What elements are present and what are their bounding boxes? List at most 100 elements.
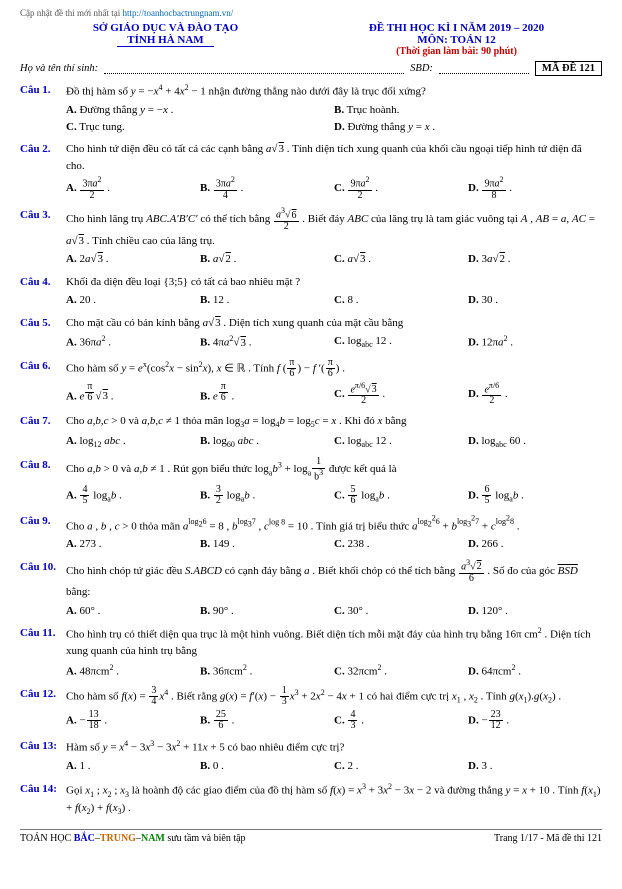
question: Câu 7.Cho a,b,c > 0 và a,b,c ≠ 1 thỏa mã… bbox=[20, 413, 602, 451]
question: Câu 5.Cho mặt cầu có bán kính bằng a√3 .… bbox=[20, 315, 602, 352]
page-footer: TOÁN HỌC BẮC–TRUNG–NAM sưu tầm và biên t… bbox=[20, 829, 602, 844]
question-body: Cho a , b , c > 0 thỏa mãn alog26 = 8 , … bbox=[66, 513, 602, 553]
title-line2: MÔN: TOÁN 12 bbox=[311, 34, 602, 46]
choice: D. 9πa28 . bbox=[468, 176, 602, 201]
choice: B. eπ6 . bbox=[200, 382, 334, 407]
choice: C. 9πa22 . bbox=[334, 176, 468, 201]
choice: A. 20 . bbox=[66, 292, 200, 309]
choice: B. 32 logab . bbox=[200, 485, 334, 507]
question-label: Câu 9. bbox=[20, 513, 66, 553]
question: Câu 10.Cho hình chóp tứ giác đều S.ABCD … bbox=[20, 559, 602, 619]
choices-row: A. −1318 .B. 256 .C. 43 .D. −2312 . bbox=[66, 710, 602, 732]
choice: A. 273 . bbox=[66, 536, 200, 553]
question-text: Cho a , b , c > 0 thỏa mãn alog26 = 8 , … bbox=[66, 513, 602, 535]
question-body: Gọi x1 ; x2 ; x3 là hoành độ các giao đi… bbox=[66, 781, 602, 821]
question-label: Câu 10. bbox=[20, 559, 66, 619]
choice: B. 3πa24 . bbox=[200, 176, 334, 201]
question-text: Cho hàm số y = ex(cos2x − sin2x), x ∈ ℝ … bbox=[66, 358, 602, 380]
choice: B. a√2 . bbox=[200, 251, 334, 268]
question: Câu 13:Hàm số y = x4 − 3x3 − 3x2 + 11x +… bbox=[20, 738, 602, 775]
question-body: Hàm số y = x4 − 3x3 − 3x2 + 11x + 5 có b… bbox=[66, 738, 602, 775]
choice: C. 8 . bbox=[334, 292, 468, 309]
title-line1: ĐỀ THI HỌC KÌ I NĂM 2019 – 2020 bbox=[311, 22, 602, 34]
top-update-link: Cập nhật đề thi mới nhất tại http://toan… bbox=[20, 8, 602, 18]
choice: D. 266 . bbox=[468, 536, 602, 553]
question-body: Cho a,b > 0 và a,b ≠ 1 . Rút gọn biểu th… bbox=[66, 457, 602, 506]
question-body: Cho hàm số y = ex(cos2x − sin2x), x ∈ ℝ … bbox=[66, 358, 602, 407]
question: Câu 11.Cho hình trụ có thiết diện qua tr… bbox=[20, 625, 602, 680]
question: Câu 12.Cho hàm số f(x) = 34x4 . Biết rằn… bbox=[20, 686, 602, 732]
sbd-label: SBD: bbox=[410, 63, 433, 74]
footer-right: Trang 1/17 - Mã đề thi 121 bbox=[494, 833, 602, 844]
question-body: Cho hình chóp tứ giác đều S.ABCD có cạnh… bbox=[66, 559, 602, 619]
choices-row: A. 60° .B. 90° .C. 30° .D. 120° . bbox=[66, 603, 602, 620]
question: Câu 8.Cho a,b > 0 và a,b ≠ 1 . Rút gọn b… bbox=[20, 457, 602, 506]
choice: A. 3πa22 . bbox=[66, 176, 200, 201]
choice: A. 1 . bbox=[66, 758, 200, 775]
question-body: Đồ thị hàm số y = −x4 + 4x2 − 1 nhận đườ… bbox=[66, 82, 602, 135]
question-body: Cho a,b,c > 0 và a,b,c ≠ 1 thỏa mãn log3… bbox=[66, 413, 602, 451]
choice: B. 36πcm2 . bbox=[200, 662, 334, 680]
exam-code-box: MÃ ĐỀ 121 bbox=[535, 61, 602, 76]
choices-row: A. 36πa2 .B. 4πa2√3 .C. logabc 12 .D. 12… bbox=[66, 333, 602, 351]
question-text: Cho a,b,c > 0 và a,b,c ≠ 1 thỏa mãn log3… bbox=[66, 413, 602, 431]
choices-row: A. eπ6√3 .B. eπ6 .C. eπ/6√32 .D. eπ/62 . bbox=[66, 382, 602, 407]
question: Câu 1.Đồ thị hàm số y = −x4 + 4x2 − 1 nh… bbox=[20, 82, 602, 135]
question-label: Câu 14: bbox=[20, 781, 66, 821]
question-label: Câu 13: bbox=[20, 738, 66, 775]
choice: A. −1318 . bbox=[66, 710, 200, 732]
choice: D. 120° . bbox=[468, 603, 602, 620]
candidate-info-row: Họ và tên thí sinh: SBD: MÃ ĐỀ 121 bbox=[20, 61, 602, 76]
org-line1: SỞ GIÁO DỤC VÀ ĐÀO TẠO bbox=[20, 22, 311, 34]
footer-left: TOÁN HỌC BẮC–TRUNG–NAM sưu tầm và biên t… bbox=[20, 833, 246, 844]
choices-row: A. 1 .B. 0 .C. 2 .D. 3 . bbox=[66, 758, 602, 775]
choices-row: A. 2a√3 .B. a√2 .C. a√3 .D. 3a√2 . bbox=[66, 251, 602, 268]
choice: B. 0 . bbox=[200, 758, 334, 775]
question-text: Đồ thị hàm số y = −x4 + 4x2 − 1 nhận đườ… bbox=[66, 82, 602, 100]
question-label: Câu 1. bbox=[20, 82, 66, 135]
top-url[interactable]: http://toanhocbactrungnam.vn/ bbox=[123, 8, 234, 18]
choice: A. 2a√3 . bbox=[66, 251, 200, 268]
choice: B. 90° . bbox=[200, 603, 334, 620]
choice: B. log60 abc . bbox=[200, 433, 334, 451]
question-body: Cho hình trụ có thiết diện qua trục là m… bbox=[66, 625, 602, 680]
choice: C. 32πcm2 . bbox=[334, 662, 468, 680]
question: Câu 3.Cho hình lăng trụ ABC.A′B′C′ có th… bbox=[20, 207, 602, 267]
question-text: Cho hình chóp tứ giác đều S.ABCD có cạnh… bbox=[66, 559, 602, 601]
question-text: Hàm số y = x4 − 3x3 − 3x2 + 11x + 5 có b… bbox=[66, 738, 602, 756]
question-text: Cho mặt cầu có bán kính bằng a√3 . Diện … bbox=[66, 315, 602, 332]
header-row: SỞ GIÁO DỤC VÀ ĐÀO TẠO TỈNH HÀ NAM ĐỀ TH… bbox=[20, 22, 602, 57]
question-body: Cho hình tứ diện đều có tất cả các cạnh … bbox=[66, 141, 602, 201]
choice: C. 30° . bbox=[334, 603, 468, 620]
choice: C. a√3 . bbox=[334, 251, 468, 268]
choices-row: A. Đường thẳng y = −x .B. Trục hoành.C. … bbox=[66, 102, 602, 135]
choice: D. 3 . bbox=[468, 758, 602, 775]
question: Câu 2.Cho hình tứ diện đều có tất cả các… bbox=[20, 141, 602, 201]
question-text: Cho hàm số f(x) = 34x4 . Biết rằng g(x) … bbox=[66, 686, 602, 708]
choice: A. Đường thẳng y = −x . bbox=[66, 102, 334, 119]
choice: B. 12 . bbox=[200, 292, 334, 309]
choice: D. 30 . bbox=[468, 292, 602, 309]
choices-row: A. 273 .B. 149 .C. 238 .D. 266 . bbox=[66, 536, 602, 553]
choice: D. 12πa2 . bbox=[468, 333, 602, 351]
question-text: Gọi x1 ; x2 ; x3 là hoành độ các giao đi… bbox=[66, 781, 602, 819]
question: Câu 9.Cho a , b , c > 0 thỏa mãn alog26 … bbox=[20, 513, 602, 553]
choice: C. eπ/6√32 . bbox=[334, 382, 468, 407]
choice: C. 56 logab . bbox=[334, 485, 468, 507]
org-line2: TỈNH HÀ NAM bbox=[117, 34, 213, 47]
time-note: (Thời gian làm bài: 90 phút) bbox=[311, 46, 602, 57]
choice: A. 36πa2 . bbox=[66, 333, 200, 351]
question-text: Cho hình tứ diện đều có tất cả các cạnh … bbox=[66, 141, 602, 174]
question-body: Khối đa diện đều loại {3;5} có tất cả ba… bbox=[66, 274, 602, 309]
choice: C. 2 . bbox=[334, 758, 468, 775]
choice: A. eπ6√3 . bbox=[66, 382, 200, 407]
choice: D. Đường thẳng y = x . bbox=[334, 119, 602, 136]
question-text: Cho a,b > 0 và a,b ≠ 1 . Rút gọn biểu th… bbox=[66, 457, 602, 482]
choice: A. log12 abc . bbox=[66, 433, 200, 451]
choice: B. 4πa2√3 . bbox=[200, 333, 334, 351]
name-dots bbox=[104, 64, 404, 74]
sbd-dots bbox=[439, 64, 529, 74]
choices-row: A. log12 abc .B. log60 abc .C. logabc 12… bbox=[66, 433, 602, 451]
question: Câu 14:Gọi x1 ; x2 ; x3 là hoành độ các … bbox=[20, 781, 602, 821]
choice: D. 64πcm2 . bbox=[468, 662, 602, 680]
